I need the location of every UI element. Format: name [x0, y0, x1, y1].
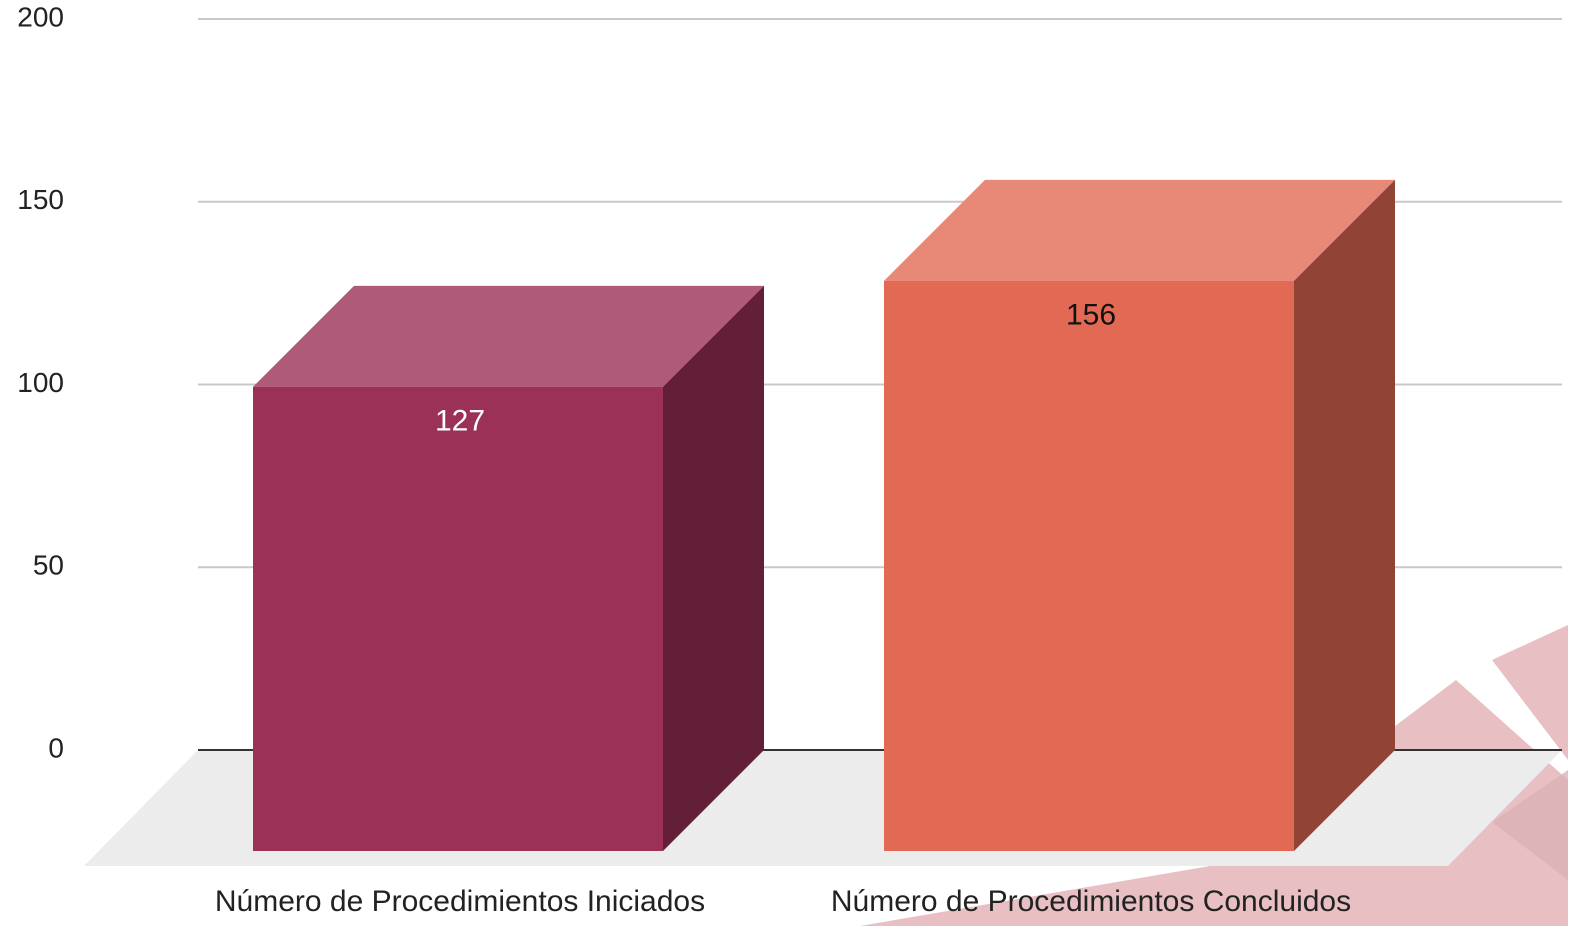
y-tick-label: 100	[17, 367, 64, 398]
x-tick-label: Número de Procedimientos Iniciados	[215, 885, 705, 918]
bar-top	[253, 285, 764, 387]
value-label: 156	[1066, 299, 1116, 332]
bar-top	[884, 179, 1395, 281]
bar-front	[884, 280, 1294, 851]
bar-side	[663, 285, 764, 851]
y-tick-label: 0	[48, 732, 64, 763]
bar	[253, 285, 764, 851]
y-tick-label: 150	[17, 184, 64, 215]
x-tick-label: Número de Procedimientos Concluidos	[831, 885, 1351, 918]
y-tick-label: 50	[33, 550, 64, 581]
y-tick-label: 200	[17, 1, 64, 32]
bar-front	[253, 386, 663, 851]
bar	[884, 179, 1395, 851]
value-label: 127	[435, 405, 485, 438]
bar-side	[1294, 179, 1395, 851]
